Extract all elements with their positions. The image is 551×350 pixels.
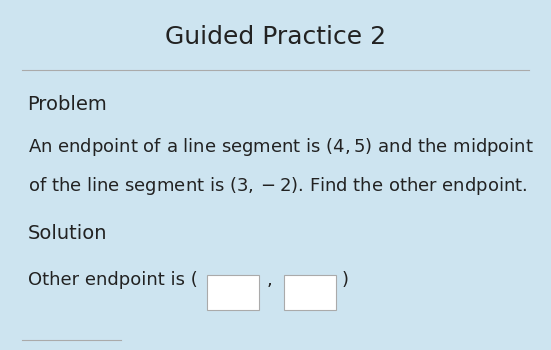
- Text: Problem: Problem: [28, 94, 107, 113]
- Text: ,: ,: [266, 271, 272, 289]
- Text: ): ): [342, 271, 349, 289]
- FancyBboxPatch shape: [207, 275, 259, 310]
- Text: of the line segment is $(3, -2)$. Find the other endpoint.: of the line segment is $(3, -2)$. Find t…: [28, 175, 527, 197]
- Text: Other endpoint is (: Other endpoint is (: [28, 271, 197, 289]
- FancyBboxPatch shape: [284, 275, 336, 310]
- Text: Guided Practice 2: Guided Practice 2: [165, 25, 386, 49]
- Text: Solution: Solution: [28, 224, 107, 243]
- Text: An endpoint of a line segment is $(4, 5)$ and the midpoint: An endpoint of a line segment is $(4, 5)…: [28, 136, 533, 159]
